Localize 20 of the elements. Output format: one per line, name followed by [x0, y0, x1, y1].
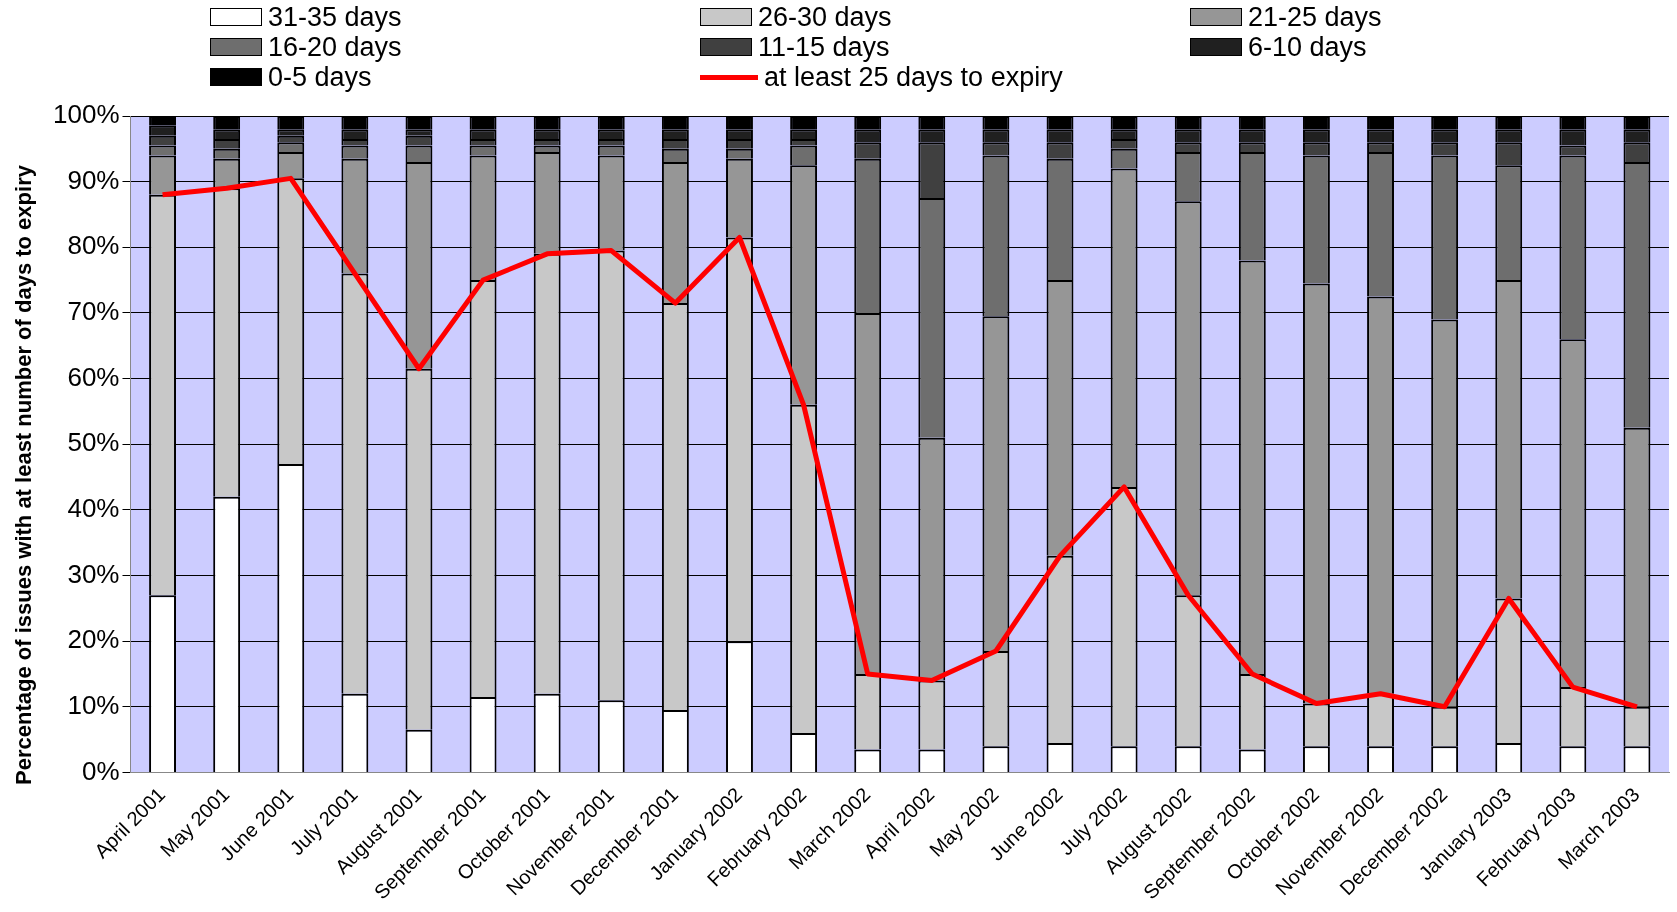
y-tick-label: 90% — [67, 164, 120, 195]
legend-label: 16-20 days — [268, 32, 402, 62]
y-tick-label: 70% — [67, 296, 120, 327]
y-tick-label: 30% — [67, 558, 120, 589]
legend-label: 0-5 days — [268, 62, 372, 92]
y-tick-label: 100% — [53, 99, 120, 130]
y-tick-label: 0% — [81, 755, 120, 786]
y-tick-label: 10% — [67, 689, 120, 720]
y-tick-label: 60% — [67, 361, 120, 392]
legend-label: 11-15 days — [758, 32, 890, 62]
y-tick-label: 20% — [67, 624, 120, 655]
y-tick-label: 80% — [67, 230, 120, 261]
y-tick-label: 50% — [67, 427, 120, 458]
y-axis-title: Percentage of issues with at least number of days to expiry — [11, 165, 37, 785]
legend-label: 26-30 days — [758, 2, 892, 32]
legend-label: at least 25 days to expiry — [764, 62, 1063, 92]
legend-label: 21-25 days — [1248, 2, 1382, 32]
y-tick-label: 40% — [67, 493, 120, 524]
legend-label: 6-10 days — [1248, 32, 1367, 62]
legend-label: 31-35 days — [268, 2, 402, 32]
